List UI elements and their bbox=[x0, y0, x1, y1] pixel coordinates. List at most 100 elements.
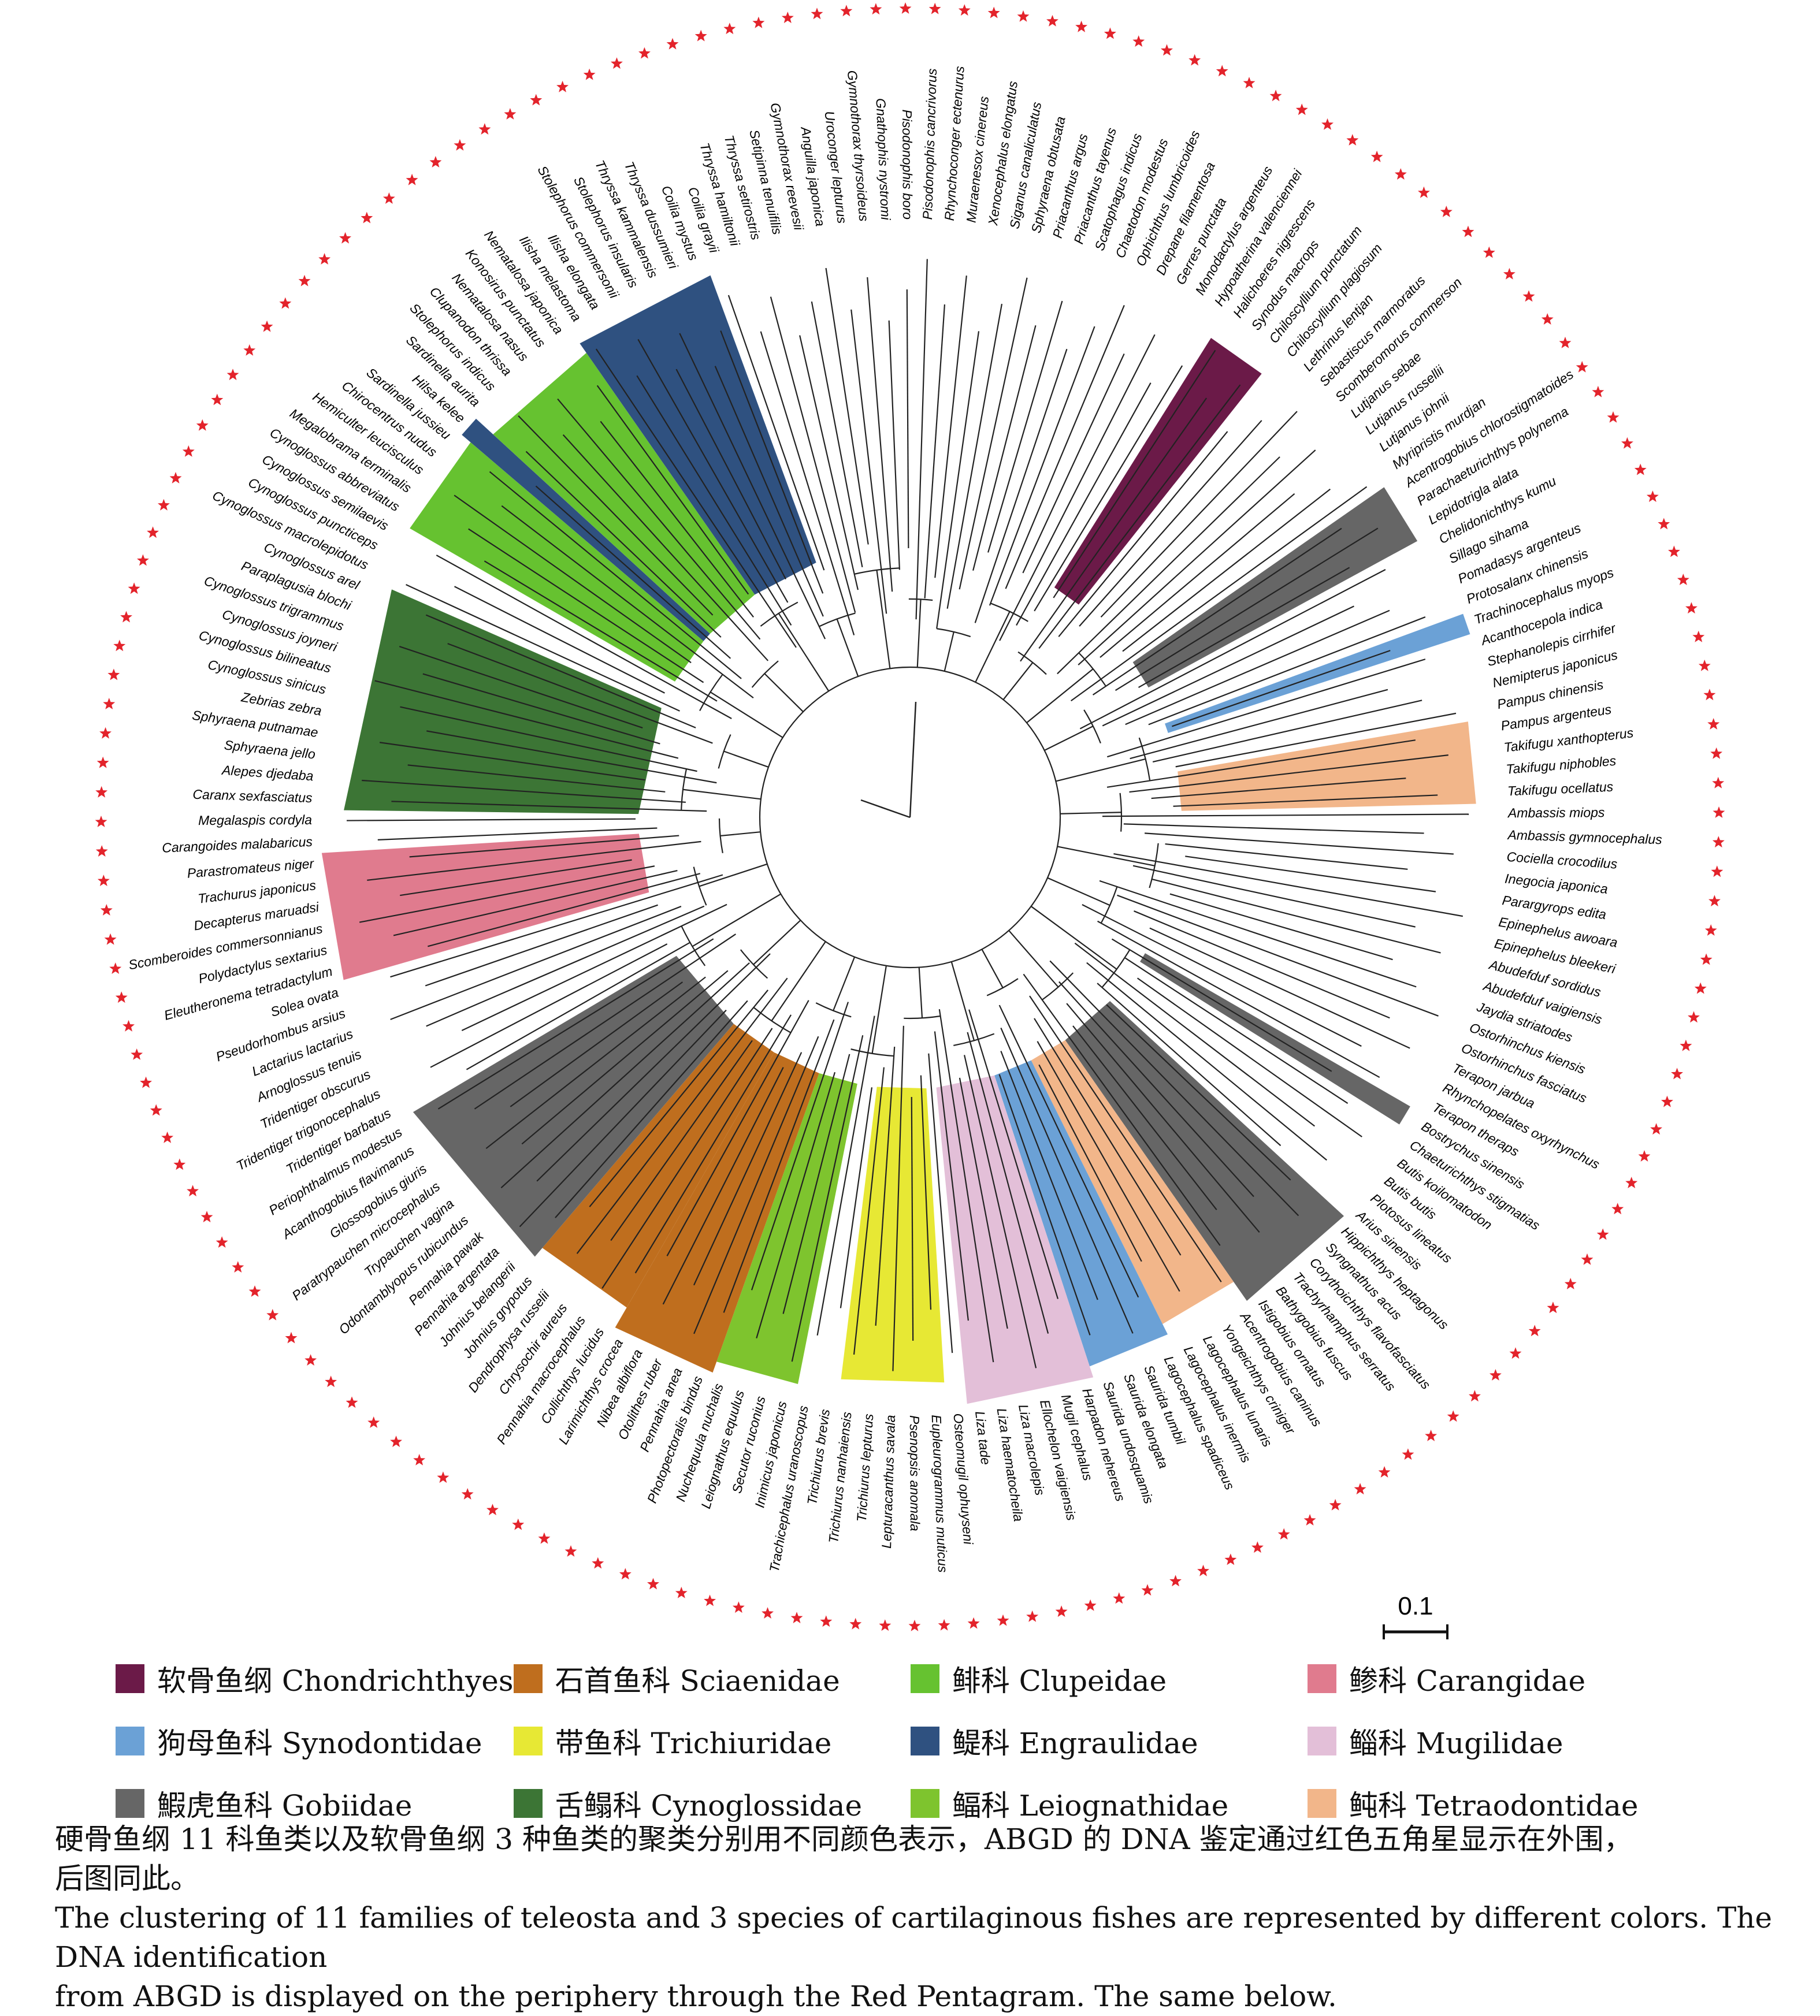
taxon-label: Sphyraena jello bbox=[224, 737, 317, 761]
legend-swatch bbox=[513, 1789, 543, 1818]
internal-branch bbox=[753, 920, 801, 965]
tip-branch bbox=[428, 873, 701, 947]
tip-branch bbox=[1099, 880, 1417, 988]
abgd-star bbox=[437, 1471, 450, 1483]
legend-swatch bbox=[513, 1727, 543, 1755]
abgd-star bbox=[1329, 1498, 1342, 1511]
taxon-label: Pisodonophis boro bbox=[900, 109, 915, 220]
abgd-star bbox=[704, 1594, 716, 1606]
abgd-star bbox=[1680, 1039, 1692, 1051]
tip-branch bbox=[959, 277, 1028, 590]
tip-branch bbox=[521, 970, 729, 1145]
abgd-star bbox=[530, 94, 543, 106]
clade-clupeidae bbox=[493, 352, 755, 634]
family-legend: 软骨鱼纲 Chondrichthyes 石首鱼科 Sciaenidae 鲱科 Clu… bbox=[116, 1658, 1704, 1824]
abgd-star bbox=[261, 320, 273, 332]
tip-branch bbox=[589, 990, 768, 1207]
abgd-star bbox=[1489, 1369, 1502, 1381]
taxon-label: Pisodonophis cancrivorus bbox=[920, 68, 939, 220]
legend-swatch bbox=[116, 1789, 144, 1818]
tip-branch bbox=[400, 706, 697, 772]
tip-branch bbox=[1053, 349, 1216, 598]
legend-swatch bbox=[116, 1664, 144, 1693]
abgd-star bbox=[694, 29, 707, 42]
abgd-star bbox=[1425, 1430, 1438, 1441]
abgd-star bbox=[1692, 630, 1705, 642]
tip-branch bbox=[501, 505, 754, 699]
abgd-star bbox=[958, 4, 971, 16]
tip-branch bbox=[791, 1035, 864, 1362]
legend-swatch bbox=[1307, 1789, 1336, 1818]
tip-branch bbox=[525, 451, 722, 638]
caption-en-line-2: from ABGD is displayed on the periphery … bbox=[55, 1980, 1337, 2013]
tip-branch bbox=[461, 903, 727, 1032]
abgd-star bbox=[1698, 659, 1711, 671]
tip-branch bbox=[510, 981, 683, 1107]
abgd-star bbox=[1677, 574, 1689, 585]
abgd-star bbox=[95, 786, 108, 798]
abgd-star bbox=[1634, 463, 1647, 475]
legend-label: 鲻科 Mugilidae bbox=[1349, 1727, 1563, 1760]
internal-branch bbox=[1057, 846, 1156, 866]
abgd-star bbox=[1402, 1448, 1414, 1460]
tip-branch bbox=[840, 1087, 873, 1308]
abgd-star bbox=[556, 80, 569, 92]
abgd-star bbox=[1321, 118, 1334, 130]
abgd-star bbox=[811, 8, 823, 20]
abgd-star bbox=[1621, 437, 1633, 449]
abgd-star bbox=[1104, 27, 1116, 39]
abgd-star bbox=[1581, 1253, 1594, 1265]
tip-branch bbox=[723, 1019, 835, 1313]
abgd-star bbox=[1607, 411, 1620, 423]
abgd-star bbox=[638, 47, 651, 59]
tip-branch bbox=[367, 840, 701, 881]
tip-branch bbox=[1132, 865, 1416, 928]
abgd-star bbox=[95, 845, 108, 857]
abgd-star bbox=[161, 1131, 174, 1143]
tip-branch bbox=[391, 801, 707, 812]
tip-branch bbox=[1058, 981, 1254, 1197]
abgd-star bbox=[140, 1076, 152, 1088]
abgd-star bbox=[1243, 77, 1256, 88]
tip-branch bbox=[374, 680, 679, 759]
abgd-star bbox=[285, 1331, 298, 1344]
legend-label: 鲾科 Leiognathidae bbox=[952, 1789, 1229, 1822]
tip-branch bbox=[610, 1040, 753, 1241]
abgd-star bbox=[790, 1612, 803, 1624]
taxon-label: Takifugu ocellatus bbox=[1507, 779, 1614, 799]
abgd-star bbox=[1712, 776, 1725, 788]
abgd-star bbox=[103, 698, 116, 709]
internal-branch bbox=[1008, 930, 1059, 988]
tip-branch bbox=[934, 1031, 969, 1321]
abgd-star bbox=[1418, 186, 1430, 198]
abgd-star bbox=[99, 727, 112, 739]
tip-branch bbox=[1123, 823, 1424, 834]
tip-branch bbox=[1057, 456, 1280, 675]
tip-branch bbox=[1029, 995, 1222, 1282]
abgd-star bbox=[122, 1020, 135, 1032]
abgd-star bbox=[454, 139, 466, 151]
tip-branch bbox=[484, 560, 718, 702]
tip-branch bbox=[1122, 488, 1331, 652]
tip-branch bbox=[959, 1077, 1008, 1329]
tip-branch bbox=[1100, 493, 1295, 658]
tip-branch bbox=[400, 859, 632, 897]
tip-branch bbox=[347, 818, 636, 821]
tip-branch bbox=[751, 1002, 849, 1290]
tip-branch bbox=[485, 976, 706, 1150]
tip-branch bbox=[359, 865, 655, 923]
taxon-label: Inegocia japonica bbox=[1504, 871, 1609, 897]
internal-branch bbox=[937, 628, 971, 638]
tip-branch bbox=[972, 325, 1037, 571]
tip-branch bbox=[637, 339, 789, 603]
tip-branch bbox=[536, 953, 771, 1182]
tip-branch bbox=[756, 1072, 836, 1338]
abgd-star bbox=[879, 1619, 892, 1631]
abgd-star bbox=[583, 68, 596, 80]
abgd-star bbox=[1141, 1584, 1154, 1596]
abgd-star bbox=[1303, 1514, 1316, 1526]
tip-branch bbox=[406, 584, 680, 712]
internal-branch bbox=[1002, 662, 1034, 700]
internal-branch bbox=[981, 949, 1004, 988]
legend-label: 软骨鱼纲 Chondrichthyes bbox=[157, 1664, 514, 1698]
